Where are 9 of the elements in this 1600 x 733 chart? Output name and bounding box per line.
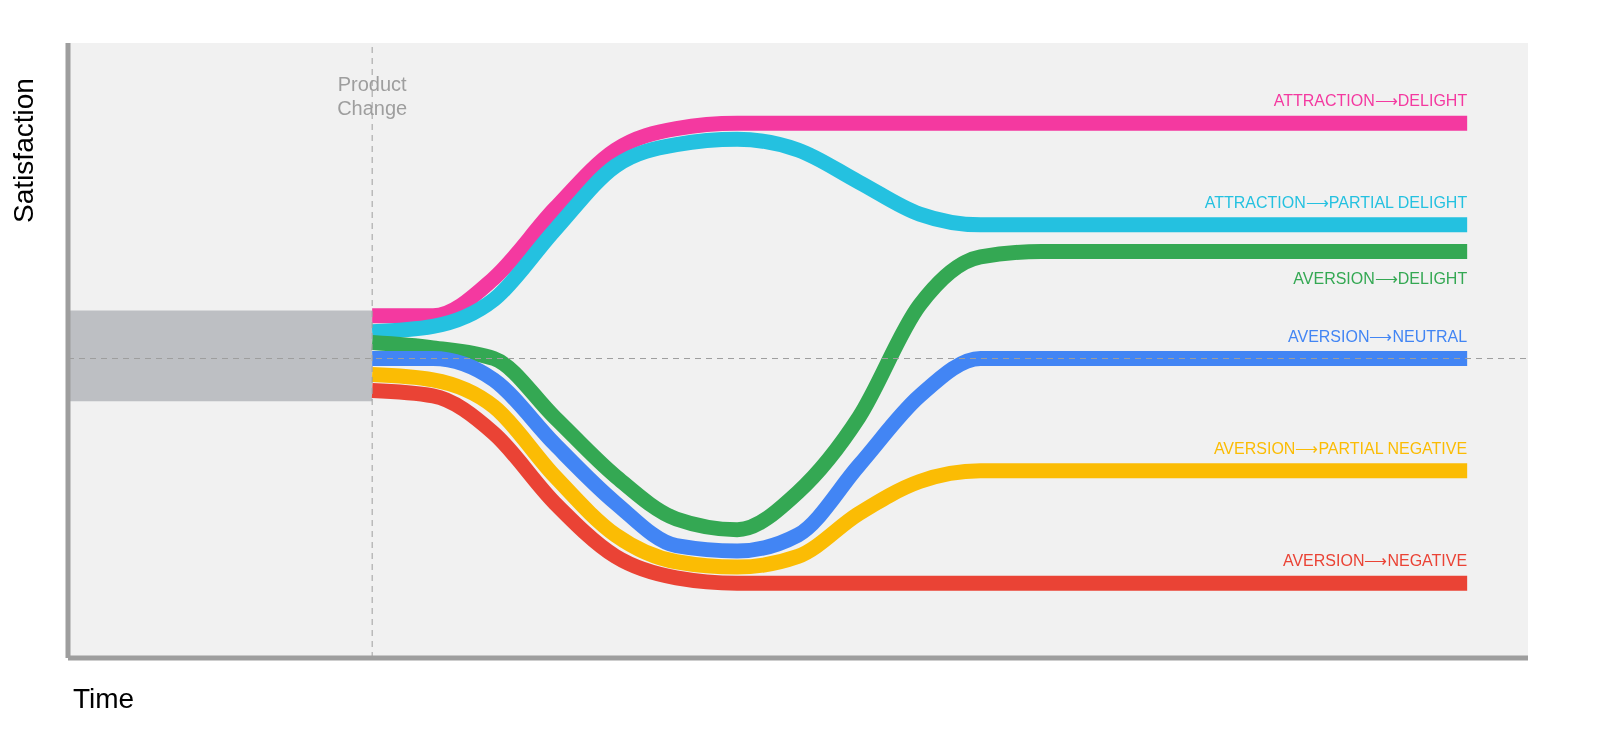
x-axis-title: Time xyxy=(73,683,135,714)
series-label: ATTRACTION⟶DELIGHT xyxy=(1273,92,1468,110)
text: Product Change xyxy=(337,73,408,119)
series-label: AVERSION⟶NEGATIVE xyxy=(1282,552,1468,570)
y-axis-title: Satisfaction xyxy=(7,78,39,223)
series-label: AVERSION⟶NEUTRAL xyxy=(1287,327,1468,345)
series-label: ATTRACTION⟶PARTIAL DELIGHT xyxy=(1204,193,1468,211)
series-label: AVERSION⟶DELIGHT xyxy=(1293,269,1468,287)
series-label: AVERSION⟶PARTIAL NEGATIVE xyxy=(1213,439,1468,457)
